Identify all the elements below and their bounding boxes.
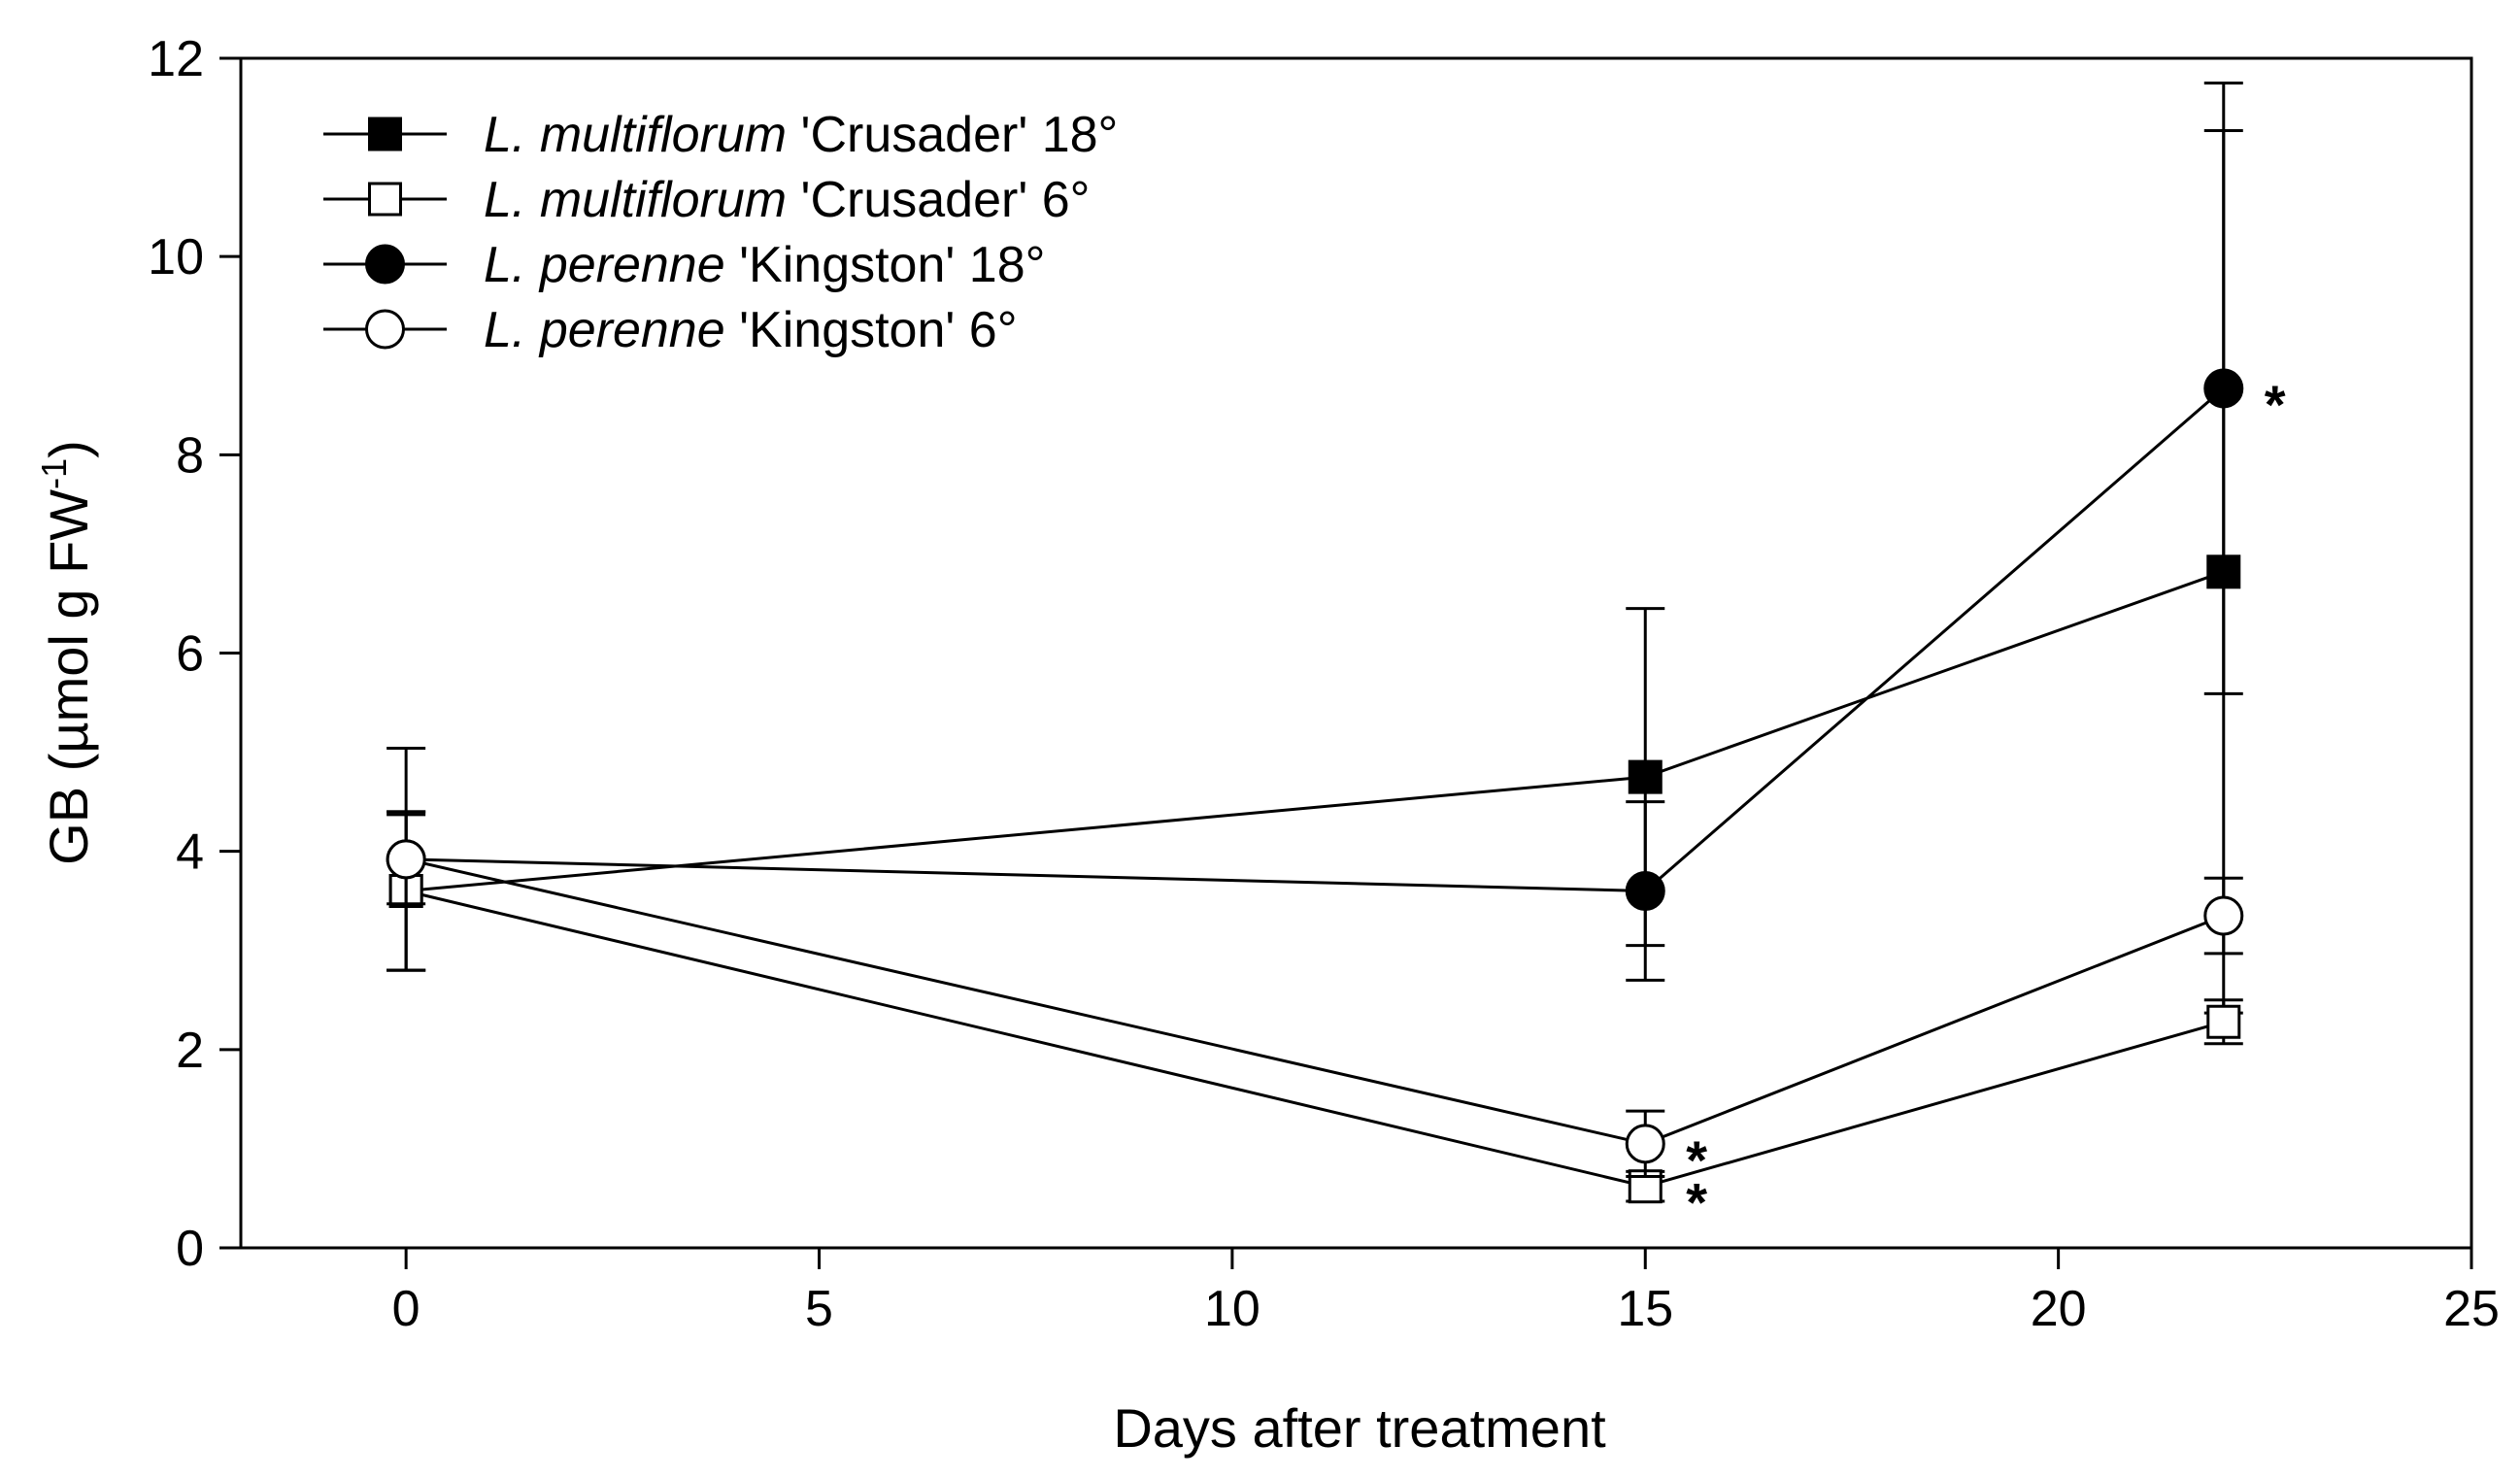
legend-label: L. multiflorum 'Crusader' 6° — [484, 172, 1090, 228]
series-layer: *** — [386, 82, 2286, 1233]
legend-cultivar: 'Crusader' 6° — [787, 172, 1090, 228]
x-axis-title: Days after treatment — [1113, 1397, 1606, 1459]
data-point — [386, 839, 426, 880]
legend-item: L. perenne 'Kingston' 6° — [323, 302, 1017, 358]
axes-layer: 0 5 10 15 20 25 0 2 4 6 8 10 12 — [148, 31, 2500, 1337]
data-point — [2206, 1004, 2241, 1039]
data-point — [2203, 895, 2244, 936]
legend-label: L. perenne 'Kingston' 6° — [484, 302, 1017, 358]
y-tick-label: 2 — [176, 1023, 204, 1079]
y-tick-label: 6 — [176, 626, 204, 683]
x-tick-label: 10 — [1204, 1281, 1260, 1337]
legend-species: L. perenne — [484, 237, 725, 293]
y-axis-title-close: ) — [38, 440, 99, 458]
y-axis-title: GB (µmol g FW-1) — [34, 440, 99, 865]
y-tick-label: 10 — [148, 229, 204, 286]
data-point — [1625, 1124, 1665, 1164]
data-point — [1625, 871, 1665, 911]
y-tick-label: 0 — [176, 1221, 204, 1277]
legend-marker — [368, 182, 402, 217]
legend-species: L. multiflorum — [484, 107, 787, 163]
series-line — [405, 890, 2225, 1189]
legend-cultivar: 'Kingston' 18° — [725, 237, 1046, 293]
legend-cultivar: 'Kingston' 6° — [725, 302, 1018, 358]
x-tick-label: 5 — [805, 1281, 833, 1337]
data-point — [2203, 368, 2244, 409]
x-tick-label: 20 — [2031, 1281, 2087, 1337]
legend-marker — [368, 117, 402, 151]
legend-label: L. multiflorum 'Crusader' 18° — [484, 107, 1118, 163]
y-tick-label: 12 — [148, 31, 204, 87]
series-1: * — [386, 810, 2243, 1233]
legend: L. multiflorum 'Crusader' 18°L. multiflo… — [323, 107, 1118, 358]
y-tick-label: 8 — [176, 427, 204, 484]
legend-species: L. multiflorum — [484, 172, 787, 228]
series-3: * — [386, 813, 2244, 1191]
legend-item: L. multiflorum 'Crusader' 18° — [323, 107, 1118, 163]
x-tick-label: 15 — [1617, 1281, 1673, 1337]
x-tick-label: 25 — [2443, 1281, 2500, 1337]
data-point — [1628, 759, 1663, 794]
significance-star: * — [1686, 1172, 1707, 1233]
legend-marker — [365, 309, 405, 350]
legend-label: L. perenne 'Kingston' 18° — [484, 237, 1045, 293]
y-axis-title-superscript: -1 — [34, 458, 74, 489]
x-tick-label: 0 — [392, 1281, 420, 1337]
series-line — [406, 386, 2225, 893]
legend-item: L. perenne 'Kingston' 18° — [323, 237, 1045, 293]
series-line — [406, 570, 2225, 892]
significance-star: * — [2265, 374, 2286, 435]
legend-species: L. perenne — [484, 302, 725, 358]
series-line — [405, 857, 2225, 1146]
legend-cultivar: 'Crusader' 18° — [787, 107, 1118, 163]
significance-star: * — [1686, 1129, 1707, 1191]
y-axis-title-main: GB (µmol g FW — [38, 489, 99, 865]
y-tick-label: 4 — [176, 824, 204, 881]
legend-item: L. multiflorum 'Crusader' 6° — [323, 172, 1090, 228]
legend-marker — [365, 244, 405, 285]
